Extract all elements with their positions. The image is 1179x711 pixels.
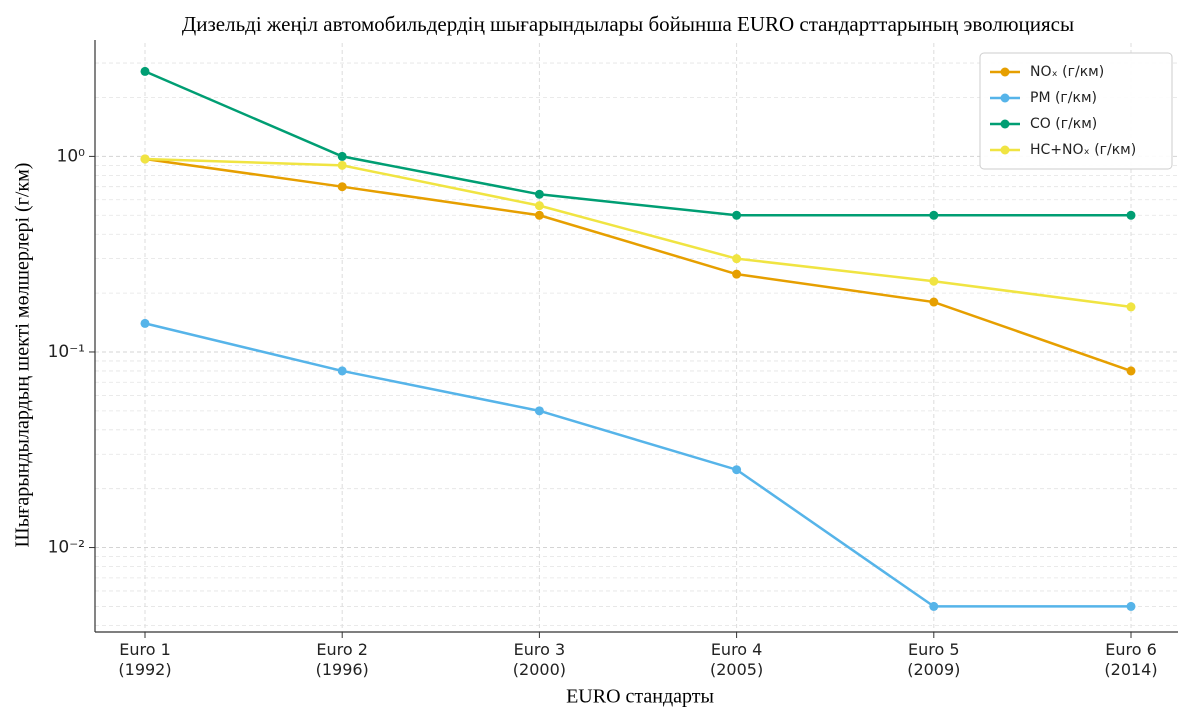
legend-box: [979, 52, 1173, 170]
data-point: [337, 160, 347, 170]
chart-title: Дизельді жеңіл автомобильдердің шығарынд…: [182, 12, 1074, 36]
x-tick-label: Euro 4 (2005): [709, 640, 764, 679]
legend-marker: [1000, 145, 1010, 155]
data-point: [534, 406, 544, 416]
x-tick-label: Euro 1 (1992): [118, 640, 172, 679]
data-point: [140, 318, 150, 328]
data-point: [337, 366, 347, 376]
legend-label: CO (г/км): [1030, 116, 1097, 132]
data-point: [732, 210, 742, 220]
data-point: [929, 297, 939, 307]
data-point: [534, 189, 544, 199]
data-point: [732, 269, 742, 279]
legend-label: NOₓ (г/км): [1030, 64, 1104, 80]
x-tick-label: Euro 5 (2009): [907, 640, 961, 679]
data-point: [534, 201, 544, 211]
legend: NOₓ (г/км) PM (г/км) CO (г/км) HC+NOₓ (г/км…: [979, 52, 1173, 170]
data-point: [337, 151, 347, 161]
series-line: [144, 157, 1132, 373]
legend-marker: [1000, 93, 1010, 103]
y-tick-label: 10⁻²: [48, 538, 85, 558]
data-point: [732, 465, 742, 475]
data-point: [140, 66, 150, 76]
series-line: [144, 157, 1132, 309]
data-point: [1126, 366, 1136, 376]
y-tick-label: 10⁰: [57, 146, 86, 166]
data-point: [534, 210, 544, 220]
data-point: [929, 276, 939, 286]
data-point: [929, 210, 939, 220]
data-point: [732, 254, 742, 264]
legend-marker: [1000, 67, 1010, 77]
data-point: [337, 182, 347, 192]
data-point: [1126, 210, 1136, 220]
x-tick-label: Euro 6 (2014): [1104, 640, 1158, 679]
y-axis-label: Шығарындылардың шекті мөлшерлері (г/км): [12, 163, 34, 548]
data-point: [1126, 302, 1136, 312]
legend-label: HC+NOₓ (г/км): [1030, 142, 1136, 158]
data-point: [140, 154, 150, 164]
series-line: [144, 70, 1131, 217]
x-tick-label: Euro 2 (1996): [315, 640, 369, 679]
x-axis-label: EURO стандарты: [566, 686, 714, 708]
series-line: [144, 322, 1131, 608]
legend-marker: [1000, 119, 1010, 129]
legend-label: PM (г/км): [1030, 90, 1097, 106]
y-tick-label: 10⁻¹: [48, 342, 85, 362]
data-point: [929, 601, 939, 611]
x-tick-label: Euro 3 (2000): [512, 640, 566, 679]
data-point: [1126, 601, 1136, 611]
